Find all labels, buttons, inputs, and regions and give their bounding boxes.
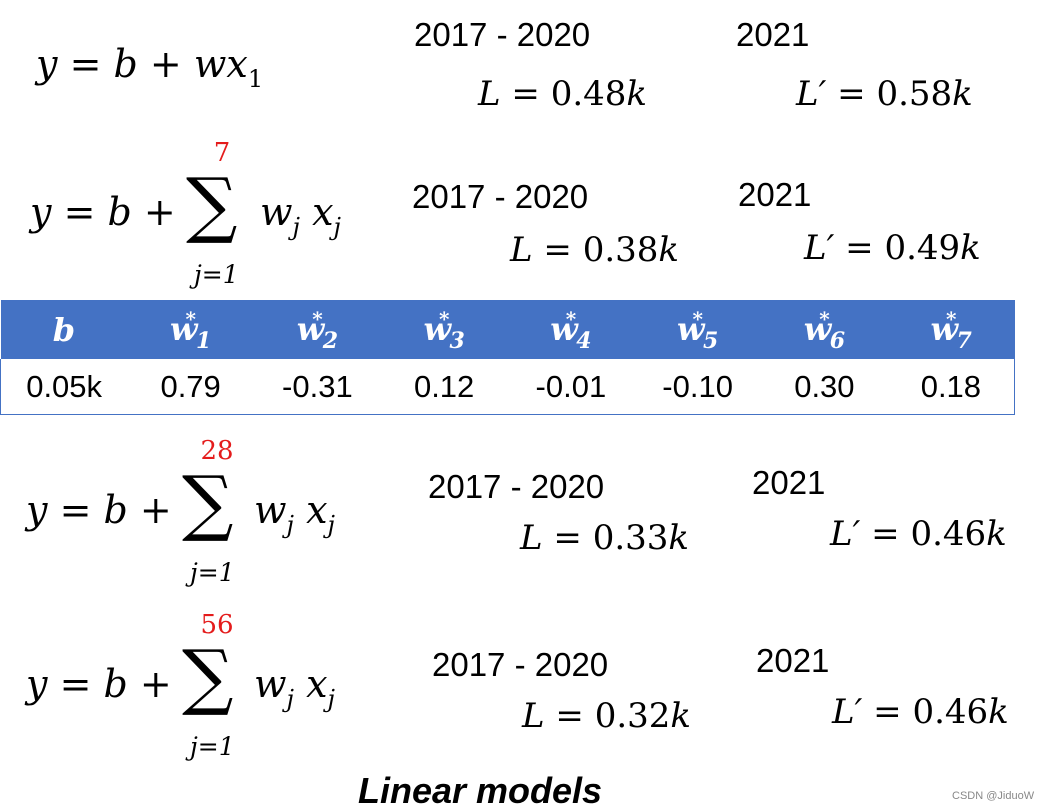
- value-w4: -0.01: [507, 359, 635, 415]
- parameter-table: b w*1 w*2 w*3 w*4 w*5 w*6 w*7 0.05k 0.79…: [0, 300, 1015, 415]
- model-2-test-period: 2021: [738, 176, 812, 213]
- model-2-test-loss: L′ = 0.49k: [804, 228, 981, 268]
- model-3-train-loss: L = 0.33k: [520, 518, 690, 558]
- value-w2: -0.31: [254, 359, 381, 415]
- model-3-test-period: 2021: [752, 464, 826, 501]
- model-2-sigma-icon: ∑: [186, 162, 238, 246]
- model-1-equation: y = b + wx1: [36, 42, 264, 93]
- caption: Linear models: [358, 770, 603, 811]
- model-3-equation: y = b +: [26, 488, 172, 532]
- model-2-sum-lower: j=1: [194, 260, 239, 289]
- value-w7: 0.18: [887, 359, 1015, 415]
- model-2-sum-upper: 7: [213, 138, 231, 168]
- model-3-sigma-icon: ∑: [182, 460, 234, 544]
- model-2-equation: y = b +: [30, 190, 176, 234]
- header-w5: w*5: [634, 300, 761, 359]
- header-w1: w*1: [127, 300, 254, 359]
- model-4-train-loss: L = 0.32k: [522, 696, 692, 736]
- header-w6: w*6: [761, 300, 888, 359]
- parameter-header-row: b w*1 w*2 w*3 w*4 w*5 w*6 w*7: [0, 300, 1015, 359]
- model-4-sigma-icon: ∑: [182, 634, 234, 718]
- header-w4: w*4: [507, 300, 635, 359]
- value-w5: -0.10: [634, 359, 761, 415]
- model-1-test-period: 2021: [736, 16, 810, 53]
- value-w6: 0.30: [761, 359, 888, 415]
- model-2-train-period: 2017 - 2020: [412, 178, 589, 215]
- header-w7: w*7: [887, 300, 1015, 359]
- header-w2: w*2: [254, 300, 381, 359]
- model-4-test-loss: L′ = 0.46k: [832, 692, 1009, 732]
- value-b: 0.05k: [0, 359, 128, 415]
- model-3-sum-term: wj xj: [254, 488, 335, 539]
- model-4-sum-lower: j=1: [190, 732, 235, 761]
- header-w3: w*3: [380, 300, 508, 359]
- value-w1: 0.79: [127, 359, 254, 415]
- model-4-test-period: 2021: [756, 642, 830, 679]
- model-2-sum-term: wj xj: [260, 190, 341, 241]
- watermark: CSDN @JiduoW: [952, 790, 1035, 802]
- model-1-test-loss: L′ = 0.58k: [796, 74, 973, 114]
- header-b: b: [0, 300, 128, 359]
- parameter-value-row: 0.05k 0.79 -0.31 0.12 -0.01 -0.10 0.30 0…: [0, 359, 1015, 415]
- model-4-train-period: 2017 - 2020: [432, 646, 609, 683]
- model-4-sum-term: wj xj: [254, 662, 335, 713]
- model-1-train-period: 2017 - 2020: [414, 16, 591, 53]
- model-2-train-loss: L = 0.38k: [510, 230, 680, 270]
- model-3-sum-lower: j=1: [190, 558, 235, 587]
- model-3-sum-upper: 28: [200, 436, 234, 466]
- model-3-train-period: 2017 - 2020: [428, 468, 605, 505]
- model-1-train-loss: L = 0.48k: [478, 74, 648, 114]
- value-w3: 0.12: [380, 359, 508, 415]
- model-4-equation: y = b +: [26, 662, 172, 706]
- model-3-test-loss: L′ = 0.46k: [830, 514, 1007, 554]
- model-4-sum-upper: 56: [200, 610, 234, 640]
